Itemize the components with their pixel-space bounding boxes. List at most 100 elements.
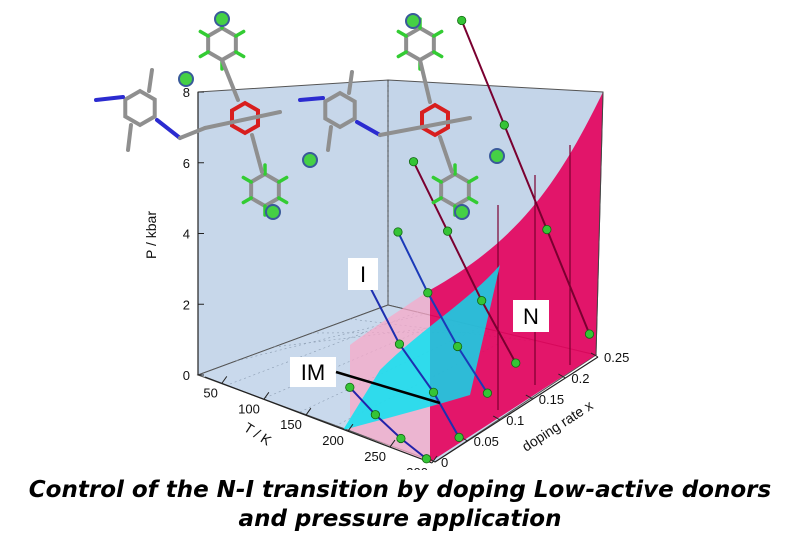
phase-diagram-3d: 0 2 4 6 8 50 100 150 200 250 300 0 0.05 0.1 0.15 0.2 0…	[94, 11, 629, 470]
intermediate-label: IM	[301, 360, 325, 385]
molecule-bond	[355, 120, 382, 137]
intermediate-region-surface	[343, 265, 500, 430]
boundary-data-point	[477, 296, 487, 306]
temperature-axis-line	[204, 376, 433, 464]
pressure-tick-label: 0	[183, 368, 190, 383]
boundary-data-point	[499, 120, 509, 130]
boundary-data-point	[394, 339, 405, 349]
temperature-tick-label: 50	[203, 385, 217, 400]
boundary-curve	[412, 161, 517, 364]
molecule-bond	[467, 175, 479, 184]
boundary-data-point	[584, 329, 595, 339]
molecule-bond	[198, 29, 210, 38]
caption-line-1: Control of the N-I transition by doping …	[28, 477, 772, 503]
acceptor-ring	[420, 102, 450, 138]
molecule-bond	[432, 29, 444, 38]
boundary-data-point	[453, 341, 463, 352]
molecule-bond	[94, 95, 125, 102]
molecule-bond	[241, 196, 253, 205]
temperature-tick-mark	[221, 376, 228, 384]
caption-line-2: and pressure application	[238, 506, 562, 532]
pressure-tick-label: 8	[183, 85, 190, 100]
molecule-bond	[250, 133, 264, 174]
neutral-slices	[497, 145, 571, 410]
boundary-data-point	[370, 410, 380, 420]
doping-tick-mark	[590, 352, 599, 358]
boundary-data-point	[396, 433, 406, 444]
temperature-tick-mark	[305, 407, 312, 416]
neutral-label-box	[513, 300, 549, 332]
boundary-data-point	[457, 15, 467, 26]
highlighted-atom	[178, 71, 194, 87]
boundary-data-point	[443, 226, 453, 236]
ionic-label-box	[348, 258, 378, 290]
doping-tick-mark	[525, 394, 534, 400]
doping-tick-label: 0.05	[474, 434, 499, 449]
neutral-label: N	[523, 304, 539, 329]
doping-tick-label: 0.25	[604, 350, 629, 365]
molecule-bond	[396, 50, 408, 59]
pressure-axis-title: P / kbar	[143, 211, 159, 259]
highlighted-atom	[302, 152, 318, 168]
molecule-bond	[203, 110, 282, 130]
molecule-bond	[147, 68, 154, 93]
boundary-data-point	[421, 454, 432, 464]
boundary-data-point	[408, 157, 419, 167]
molecule-bond	[234, 29, 246, 38]
pressure-tick-label: 2	[183, 297, 190, 312]
highlighted-atom	[265, 204, 281, 220]
temperature-tick-mark	[263, 392, 270, 400]
molecule-bond	[277, 175, 289, 184]
molecule-bond	[431, 175, 443, 184]
molecule-bond	[241, 175, 253, 184]
boundary-data-point	[511, 358, 521, 368]
acceptor-ring	[230, 100, 260, 136]
molecule-bond	[198, 50, 210, 59]
molecule-bond	[126, 123, 133, 152]
doping-axis-line	[434, 356, 599, 463]
pressure-tick-label: 4	[183, 227, 190, 242]
boundary-data-point	[542, 224, 552, 235]
doping-tick-mark	[492, 415, 501, 421]
ionic-label: I	[360, 262, 366, 287]
intermediate-label-box	[290, 357, 336, 387]
boundary-curve	[460, 20, 591, 335]
molecule-bond	[418, 58, 432, 104]
molecule-bond	[438, 135, 454, 174]
molecule-bond	[467, 196, 479, 205]
molecule-bond	[298, 96, 325, 102]
molecule-bond	[378, 116, 472, 137]
molecule-bond	[431, 196, 443, 205]
molecule-bond	[178, 126, 207, 140]
doping-tick-label: 0	[441, 455, 448, 470]
molecular-structure-illustration	[94, 11, 505, 220]
highlighted-atom	[454, 204, 470, 220]
temperature-tick-label: 200	[322, 433, 344, 448]
molecule-bond	[326, 125, 333, 152]
doping-tick-label: 0.15	[539, 392, 564, 407]
boundary-curve	[349, 386, 428, 460]
molecule-bond	[396, 29, 408, 38]
temperature-tick-label: 100	[238, 401, 260, 416]
doping-tick-label: 0.2	[571, 371, 589, 386]
molecule-bond	[234, 50, 246, 59]
molecule-bond	[347, 70, 354, 95]
temperature-tick-mark	[389, 439, 396, 448]
doping-tick-mark	[558, 373, 566, 379]
intermediate-pointer	[335, 370, 441, 405]
molecule-bond	[155, 118, 182, 140]
boundary-curve	[397, 231, 489, 394]
molecule-bond	[277, 196, 289, 205]
boundary-data-point	[428, 387, 439, 397]
donor-ring	[123, 88, 157, 128]
temperature-tick-label: 250	[364, 449, 386, 464]
doping-tick-label: 0.1	[506, 413, 524, 428]
highlighted-atom	[405, 13, 421, 29]
fluoro-ring	[404, 25, 436, 63]
fluoro-ring	[206, 25, 238, 63]
donor-ring	[323, 90, 357, 130]
molecule-bond	[220, 58, 240, 102]
temperature-tick-mark	[431, 455, 438, 464]
boundary-data-point	[423, 288, 433, 298]
figure-caption: Control of the N-I transition by doping …	[0, 476, 800, 534]
